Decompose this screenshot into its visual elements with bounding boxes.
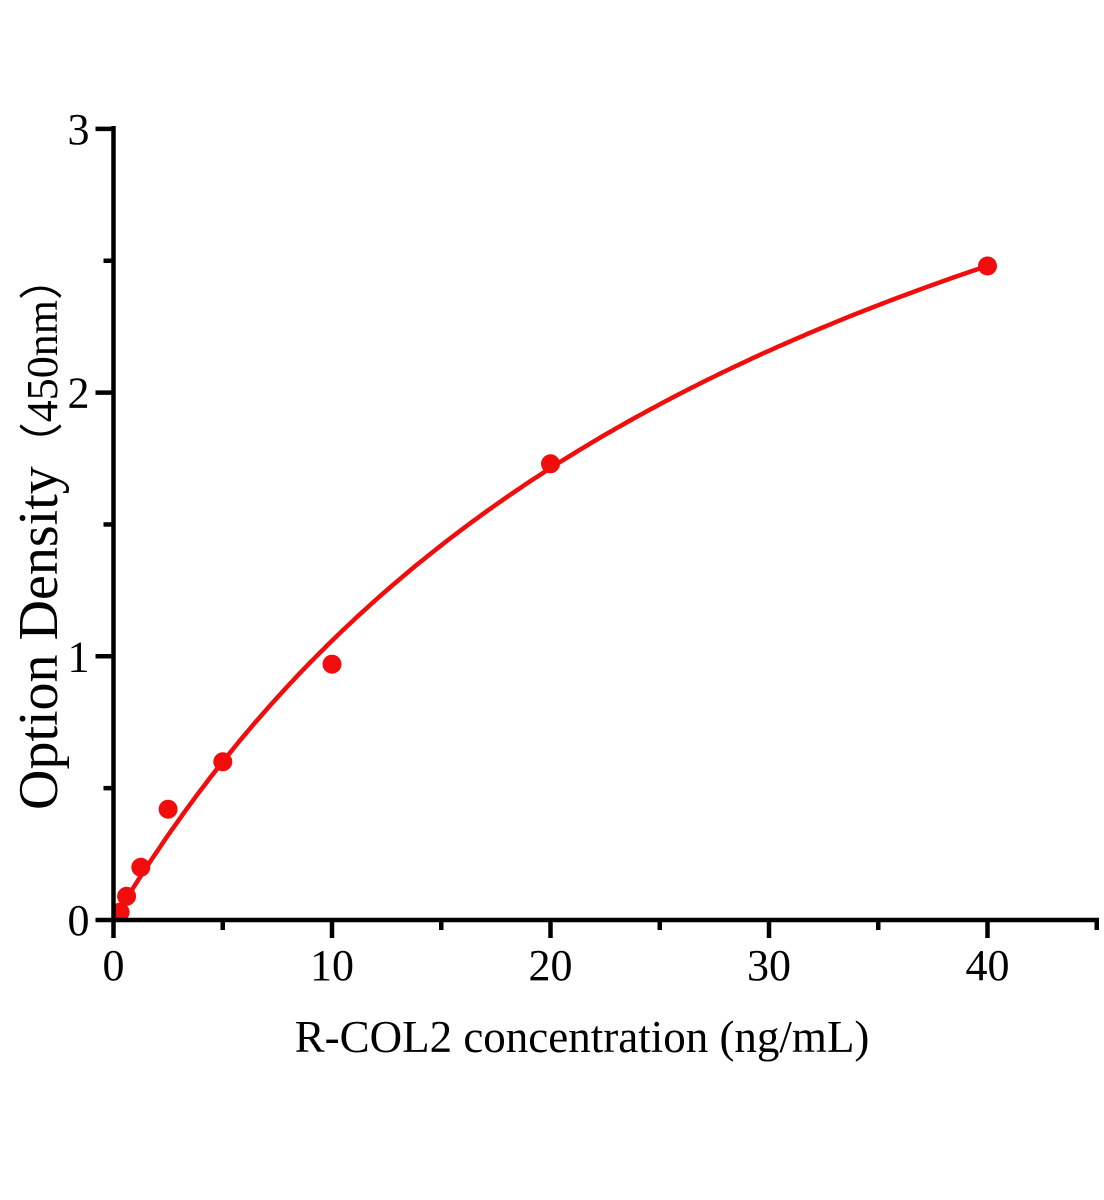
data-point (978, 256, 997, 276)
data-layer (113, 256, 997, 920)
data-point (113, 902, 130, 920)
y-tick-label: 3 (68, 105, 90, 154)
data-point (213, 752, 233, 772)
x-tick-label: 10 (310, 941, 354, 990)
y-axis-title-unit: （450nm） (18, 256, 67, 466)
y-tick-label: 1 (68, 632, 90, 681)
x-tick-label: 40 (966, 941, 1010, 990)
y-axis-title-main: Option Density (8, 466, 70, 810)
x-axis-title: R-COL2 concentration (ng/mL) (295, 1012, 870, 1062)
data-point (322, 654, 342, 674)
x-tick-label: 30 (747, 941, 791, 990)
data-point (131, 857, 151, 877)
data-point (158, 799, 178, 819)
x-tick-label: 20 (529, 941, 573, 990)
y-tick-label: 0 (68, 896, 90, 945)
data-point (117, 886, 137, 906)
axes-layer (95, 126, 1099, 938)
x-tick-label: 0 (103, 941, 125, 990)
y-axis-title: Option Density（450nm） (8, 256, 70, 810)
y-tick-label: 2 (68, 369, 90, 418)
fit-curve (113, 263, 989, 920)
data-point (541, 454, 560, 474)
